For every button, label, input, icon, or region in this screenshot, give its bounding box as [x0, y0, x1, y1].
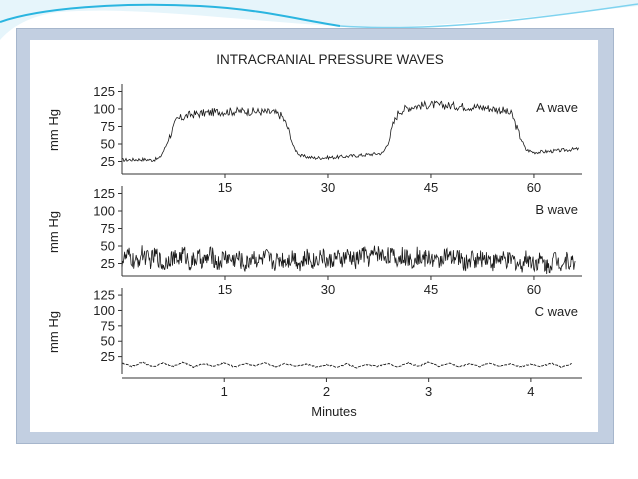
- series-label: C wave: [535, 304, 578, 319]
- y-tick-label: 50: [101, 239, 115, 254]
- wave-trace: [121, 99, 579, 163]
- wave-panel-1: 125 100 75 50 25 mm Hg 15 30 45 60 A wave: [46, 84, 582, 195]
- x-tick-label: 30: [321, 180, 335, 195]
- x-tick-label: 60: [527, 282, 541, 297]
- wave-trace: [121, 245, 576, 275]
- y-tick-label: 50: [101, 334, 115, 349]
- x-tick-label: 15: [218, 180, 232, 195]
- y-axis-label: mm Hg: [46, 211, 61, 253]
- y-axis-label: mm Hg: [46, 311, 61, 353]
- x-tick-label: 1: [221, 384, 228, 399]
- y-tick-label: 75: [101, 221, 115, 236]
- x-tick-label: 3: [425, 384, 432, 399]
- x-tick-label: 30: [321, 282, 335, 297]
- wave-trace: [121, 361, 572, 369]
- chart-panel: INTRACRANIAL PRESSURE WAVES 125 100 75 50 25…: [30, 40, 598, 432]
- y-tick-label: 100: [93, 204, 115, 219]
- wave-panel-2: 125 100 75 50 25 mm Hg 15 30 45 60 B wave: [46, 186, 582, 297]
- y-tick-label: 125: [93, 186, 115, 201]
- y-tick-label: 25: [101, 349, 115, 364]
- y-tick-label: 100: [93, 102, 115, 117]
- x-tick-label: 60: [527, 180, 541, 195]
- slide-swoosh-decoration: [0, 0, 638, 40]
- icp-waves-chart: INTRACRANIAL PRESSURE WAVES 125100755025…: [46, 52, 582, 419]
- series-label: A wave: [536, 100, 578, 115]
- y-axis-label: mm Hg: [46, 109, 61, 151]
- y-tick-label: 125: [93, 288, 115, 303]
- chart-title: INTRACRANIAL PRESSURE WAVES: [216, 52, 444, 67]
- y-tick-label: 75: [101, 119, 115, 134]
- y-tick-label: 50: [101, 137, 115, 152]
- y-tick-label: 125: [93, 84, 115, 99]
- y-tick-label: 25: [101, 256, 115, 271]
- x-tick-label: 45: [424, 282, 438, 297]
- x-tick-label: 15: [218, 282, 232, 297]
- series-label: B wave: [535, 202, 578, 217]
- x-tick-label: 2: [323, 384, 330, 399]
- y-tick-label: 100: [93, 303, 115, 318]
- y-tick-label: 75: [101, 318, 115, 333]
- y-tick-label: 25: [101, 154, 115, 169]
- x-tick-label: 4: [527, 384, 534, 399]
- x-axis-label: Minutes: [311, 404, 357, 419]
- x-tick-label: 45: [424, 180, 438, 195]
